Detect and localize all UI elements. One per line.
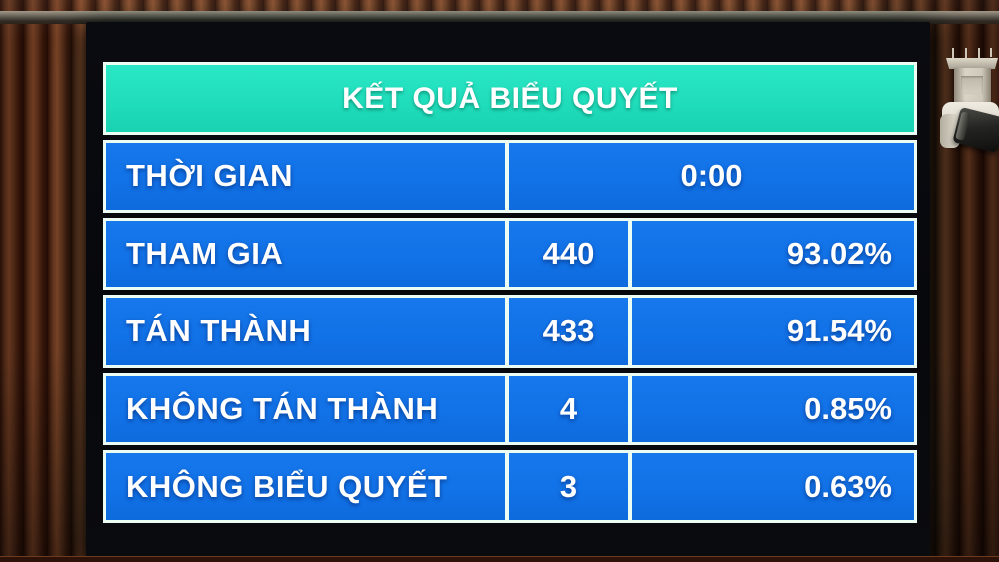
row-label: KHÔNG TÁN THÀNH [126,391,439,427]
camera-mount-pins [950,48,994,60]
board-title: KẾT QUẢ BIỂU QUYẾT [342,81,678,115]
time-value: 0:00 [505,143,914,210]
row-percent: 0.63% [628,453,914,520]
result-row-disapprove: KHÔNG TÁN THÀNH 4 0.85% [103,372,917,446]
result-row-approve: TÁN THÀNH 433 91.54% [103,295,917,368]
security-camera [938,40,999,160]
row-count: 433 [505,298,628,365]
row-label: THAM GIA [126,235,284,271]
row-count: 440 [505,220,628,288]
row-label: THỜI GIAN [126,158,293,194]
row-count: 3 [505,453,628,520]
camera-lens [952,106,999,154]
camera-bracket [946,58,998,69]
result-row-time: THỜI GIAN 0:00 [103,140,917,213]
wall-ledge [0,556,999,562]
row-label: KHÔNG BIỂU QUYẾT [126,468,448,504]
row-count: 4 [505,375,628,443]
board-title-bar: KẾT QUẢ BIỂU QUYẾT [103,62,917,135]
row-percent: 0.85% [628,375,914,443]
voting-results-board: KẾT QUẢ BIỂU QUYẾT THỜI GIAN 0:00 THAM G… [103,62,917,523]
led-display-panel: KẾT QUẢ BIỂU QUYẾT THỜI GIAN 0:00 THAM G… [86,22,930,557]
row-percent: 91.54% [628,298,914,365]
row-label: TÁN THÀNH [126,313,312,349]
row-percent: 93.02% [628,220,914,288]
result-row-participated: THAM GIA 440 93.02% [103,217,917,291]
result-row-abstain: KHÔNG BIỂU QUYẾT 3 0.63% [103,450,917,523]
